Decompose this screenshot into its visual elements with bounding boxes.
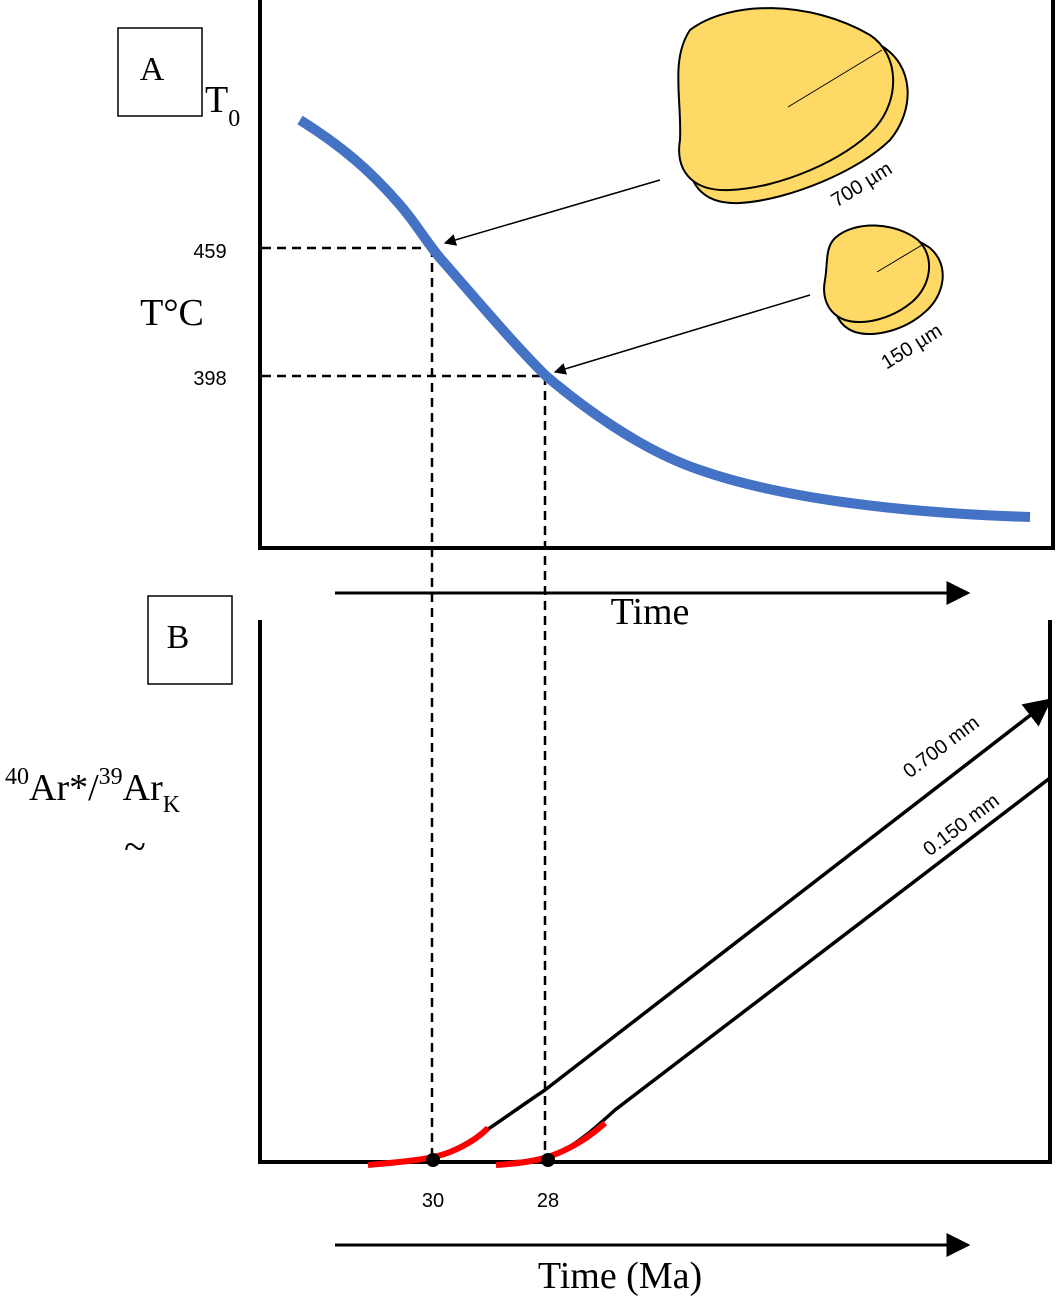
age-label: 30 [422,1190,444,1212]
tick-label: 459 [193,241,226,263]
panel-label: B [167,619,190,656]
tilde: ~ [124,824,146,869]
age-point [426,1153,440,1167]
y-label: 40Ar*/39ArK [5,764,181,818]
y-label-part: Ar [123,767,163,809]
t0-main: T [205,79,228,121]
y-label-sup: 39 [99,764,123,790]
label-box-b [148,596,232,684]
arrow [555,295,810,372]
x-label: Time (Ma) [538,1255,702,1297]
cooling-curve [300,120,1030,517]
tick-label: 398 [193,368,226,390]
t0-label: T0 [205,79,240,132]
age-point [541,1153,555,1167]
y-label-part: Ar*/ [29,767,99,809]
y-label: T°C [140,292,204,334]
x-label: Time [611,591,690,633]
grain-small [824,225,943,334]
guide-lines [262,248,545,1160]
y-label-sup: 40 [5,764,29,790]
panel-b: B ~ 40Ar*/39ArK 30 28 0.700 mm 0.150 mm … [5,596,1050,1297]
y-label-sub: K [163,792,181,818]
diagram: A T0 T°C 459 398 700 µm 150 µm Time B ~ … [0,0,1061,1310]
curve-large [365,700,1050,1162]
arrow [445,180,660,243]
age-label: 28 [537,1190,559,1212]
curve-small [500,778,1050,1162]
t0-sub: 0 [228,106,240,132]
curve-label: 0.700 mm [899,712,983,783]
panel-label: A [140,51,165,88]
